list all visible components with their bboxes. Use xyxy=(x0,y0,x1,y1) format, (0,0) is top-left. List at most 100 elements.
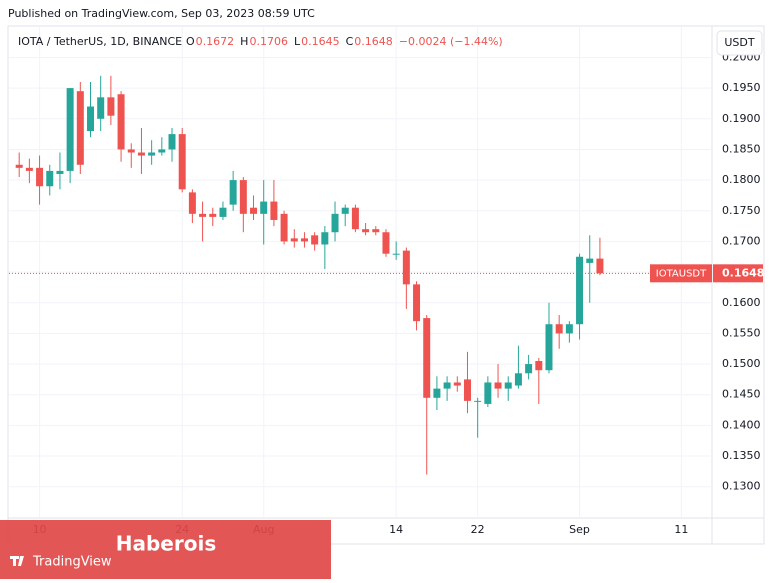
candle-body xyxy=(290,238,298,242)
candle-body xyxy=(463,379,471,401)
x-tick-label: 11 xyxy=(674,523,688,536)
brand-logo xyxy=(10,556,24,566)
x-tick-label: Sep xyxy=(569,523,590,536)
candle-body xyxy=(260,201,268,214)
y-tick-label: 0.1300 xyxy=(722,480,761,493)
ohlc-value: 0.1645 xyxy=(301,35,340,48)
candle-body xyxy=(576,256,584,325)
candle-body xyxy=(545,324,553,371)
symbol: IOTA / TetherUS, 1D, BINANCE xyxy=(18,35,182,48)
candle-body xyxy=(331,213,339,233)
candle-body xyxy=(137,152,145,156)
watermark-box xyxy=(0,520,331,579)
candle-body xyxy=(514,373,522,386)
candle-body xyxy=(209,213,217,217)
y-tick-label: 0.1600 xyxy=(722,296,761,309)
candle-body xyxy=(250,207,258,214)
plot: 0.1300 0.1350 0.1400 0.1450 0.1500 0.1550 0.16… xyxy=(9,26,764,536)
y-tick-label: 0.1450 xyxy=(722,388,761,401)
candle-body xyxy=(229,180,237,205)
candle-body xyxy=(199,213,207,217)
candle-body xyxy=(535,361,543,371)
y-tick-label: 0.1500 xyxy=(722,357,761,370)
candle-body xyxy=(219,207,227,217)
candle-body xyxy=(148,152,156,156)
candle-body xyxy=(372,229,380,233)
last-price-box xyxy=(713,264,763,283)
candle-body xyxy=(66,88,74,171)
y-tick-label: 0.1350 xyxy=(722,449,761,462)
ohlc-label: C xyxy=(346,35,354,48)
candle-body xyxy=(25,167,33,171)
y-tick-label: 0.1950 xyxy=(722,81,761,94)
candle-body xyxy=(46,170,54,187)
candle-body xyxy=(321,232,329,245)
candle-body xyxy=(97,97,105,119)
ohlc-value: 0.1706 xyxy=(249,35,288,48)
candle-body xyxy=(270,201,278,220)
candle-body xyxy=(402,250,410,285)
candle-body xyxy=(311,235,319,245)
candle-body xyxy=(15,164,23,168)
candle-body xyxy=(494,382,502,389)
candle-body xyxy=(443,382,451,389)
candle-body xyxy=(504,382,512,389)
y-tick-label: 0.1550 xyxy=(722,326,761,339)
published: Published on TradingView.com, Sep 03, 20… xyxy=(8,7,315,20)
candle-body xyxy=(280,213,288,242)
frame xyxy=(7,25,765,545)
candle-body xyxy=(525,364,533,374)
candle-body xyxy=(433,388,441,398)
last-price-value: 0.1648 xyxy=(722,266,764,279)
ohlc-value: 0.1672 xyxy=(196,35,235,48)
ohlc-label: H xyxy=(240,35,248,48)
currency-button[interactable] xyxy=(716,30,763,56)
candle-body xyxy=(188,192,196,214)
y-tick-label: 0.1750 xyxy=(722,204,761,217)
x-tick-label: 22 xyxy=(471,523,485,536)
ohlc-value: 0.1648 xyxy=(354,35,393,48)
candle-body xyxy=(596,258,604,274)
y-tick-label: 0.1800 xyxy=(722,173,761,186)
candle-body xyxy=(362,229,370,233)
y-tick-label: 0.1700 xyxy=(722,234,761,247)
candle-body xyxy=(239,180,247,214)
candle-body xyxy=(382,232,390,254)
last-price-tag xyxy=(650,264,712,283)
ohlc-label: O xyxy=(186,35,195,48)
candle-body xyxy=(565,324,573,334)
last-price-name: IOTAUSDT xyxy=(656,268,707,279)
candle-body xyxy=(56,170,64,174)
candle-body xyxy=(178,134,186,190)
candle-body xyxy=(158,149,166,153)
candle-body xyxy=(392,253,400,255)
ohlc-label: L xyxy=(294,35,301,48)
candle-body xyxy=(413,284,421,322)
candle-body xyxy=(36,167,44,187)
candle-body xyxy=(351,207,359,230)
watermark: Haberois xyxy=(116,532,216,556)
candle-body xyxy=(127,149,135,153)
y-tick-label: 0.1400 xyxy=(722,418,761,431)
candle-body xyxy=(300,238,308,242)
candle-body xyxy=(107,97,115,116)
candle-body xyxy=(341,207,349,214)
candle-body xyxy=(87,106,95,132)
candle-body xyxy=(555,324,563,334)
brand: TradingView xyxy=(32,555,112,570)
x-tick-label: 14 xyxy=(389,523,403,536)
currency[interactable]: USDT xyxy=(724,36,755,49)
candle-body xyxy=(484,382,492,404)
candle-body xyxy=(76,91,84,165)
candle-body xyxy=(423,318,431,398)
candle-body xyxy=(117,94,125,150)
candle-body xyxy=(474,400,482,402)
candle-body xyxy=(168,134,176,150)
y-tick-label: 0.1900 xyxy=(722,112,761,125)
y-tick-label: 0.1850 xyxy=(722,142,761,155)
change: −0.0024 (−1.44%) xyxy=(399,35,503,48)
legend: IOTA / TetherUS, 1D, BINANCE O 0.1672 H 0.1… xyxy=(18,35,503,48)
candle-body xyxy=(453,382,461,386)
